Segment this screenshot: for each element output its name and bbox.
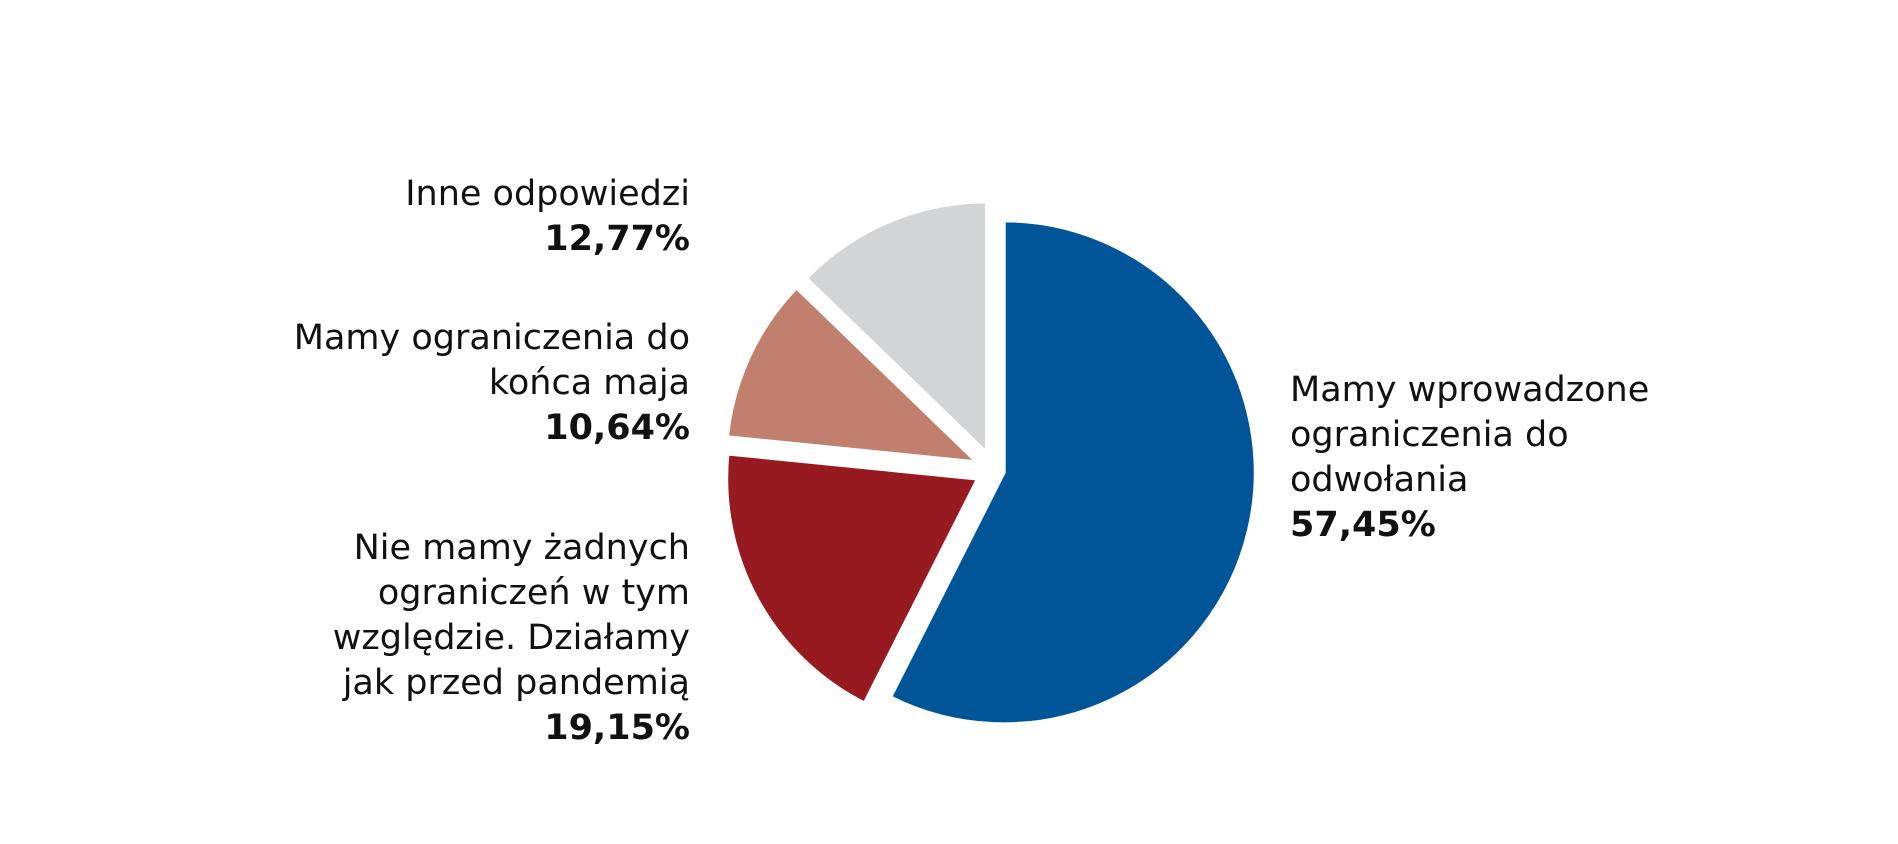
label-slice-2-category: Nie mamy żadnych ograniczeń w tym względ… bbox=[332, 528, 690, 703]
pie-slice-2 bbox=[724, 451, 982, 707]
pie-slice-4 bbox=[802, 199, 989, 459]
label-slice-4: Inne odpowiedzi 12,77% bbox=[290, 172, 690, 262]
label-slice-1: Mamy wprowadzone ograniczenia do odwołan… bbox=[1290, 368, 1710, 548]
label-slice-1-category: Mamy wprowadzone ograniczenia do odwołan… bbox=[1290, 370, 1650, 500]
label-slice-3-value: 10,64% bbox=[544, 408, 690, 448]
label-slice-4-category: Inne odpowiedzi bbox=[405, 174, 690, 214]
label-slice-4-value: 12,77% bbox=[544, 219, 690, 259]
pie-slice-1 bbox=[887, 218, 1258, 727]
label-slice-1-value: 57,45% bbox=[1290, 505, 1436, 545]
label-slice-2: Nie mamy żadnych ograniczeń w tym względ… bbox=[290, 526, 690, 751]
label-slice-2-value: 19,15% bbox=[544, 708, 690, 748]
label-slice-3: Mamy ograniczenia do końca maja 10,64% bbox=[290, 316, 690, 451]
pie-slice-3 bbox=[724, 284, 984, 465]
label-slice-3-category: Mamy ograniczenia do końca maja bbox=[293, 318, 690, 403]
